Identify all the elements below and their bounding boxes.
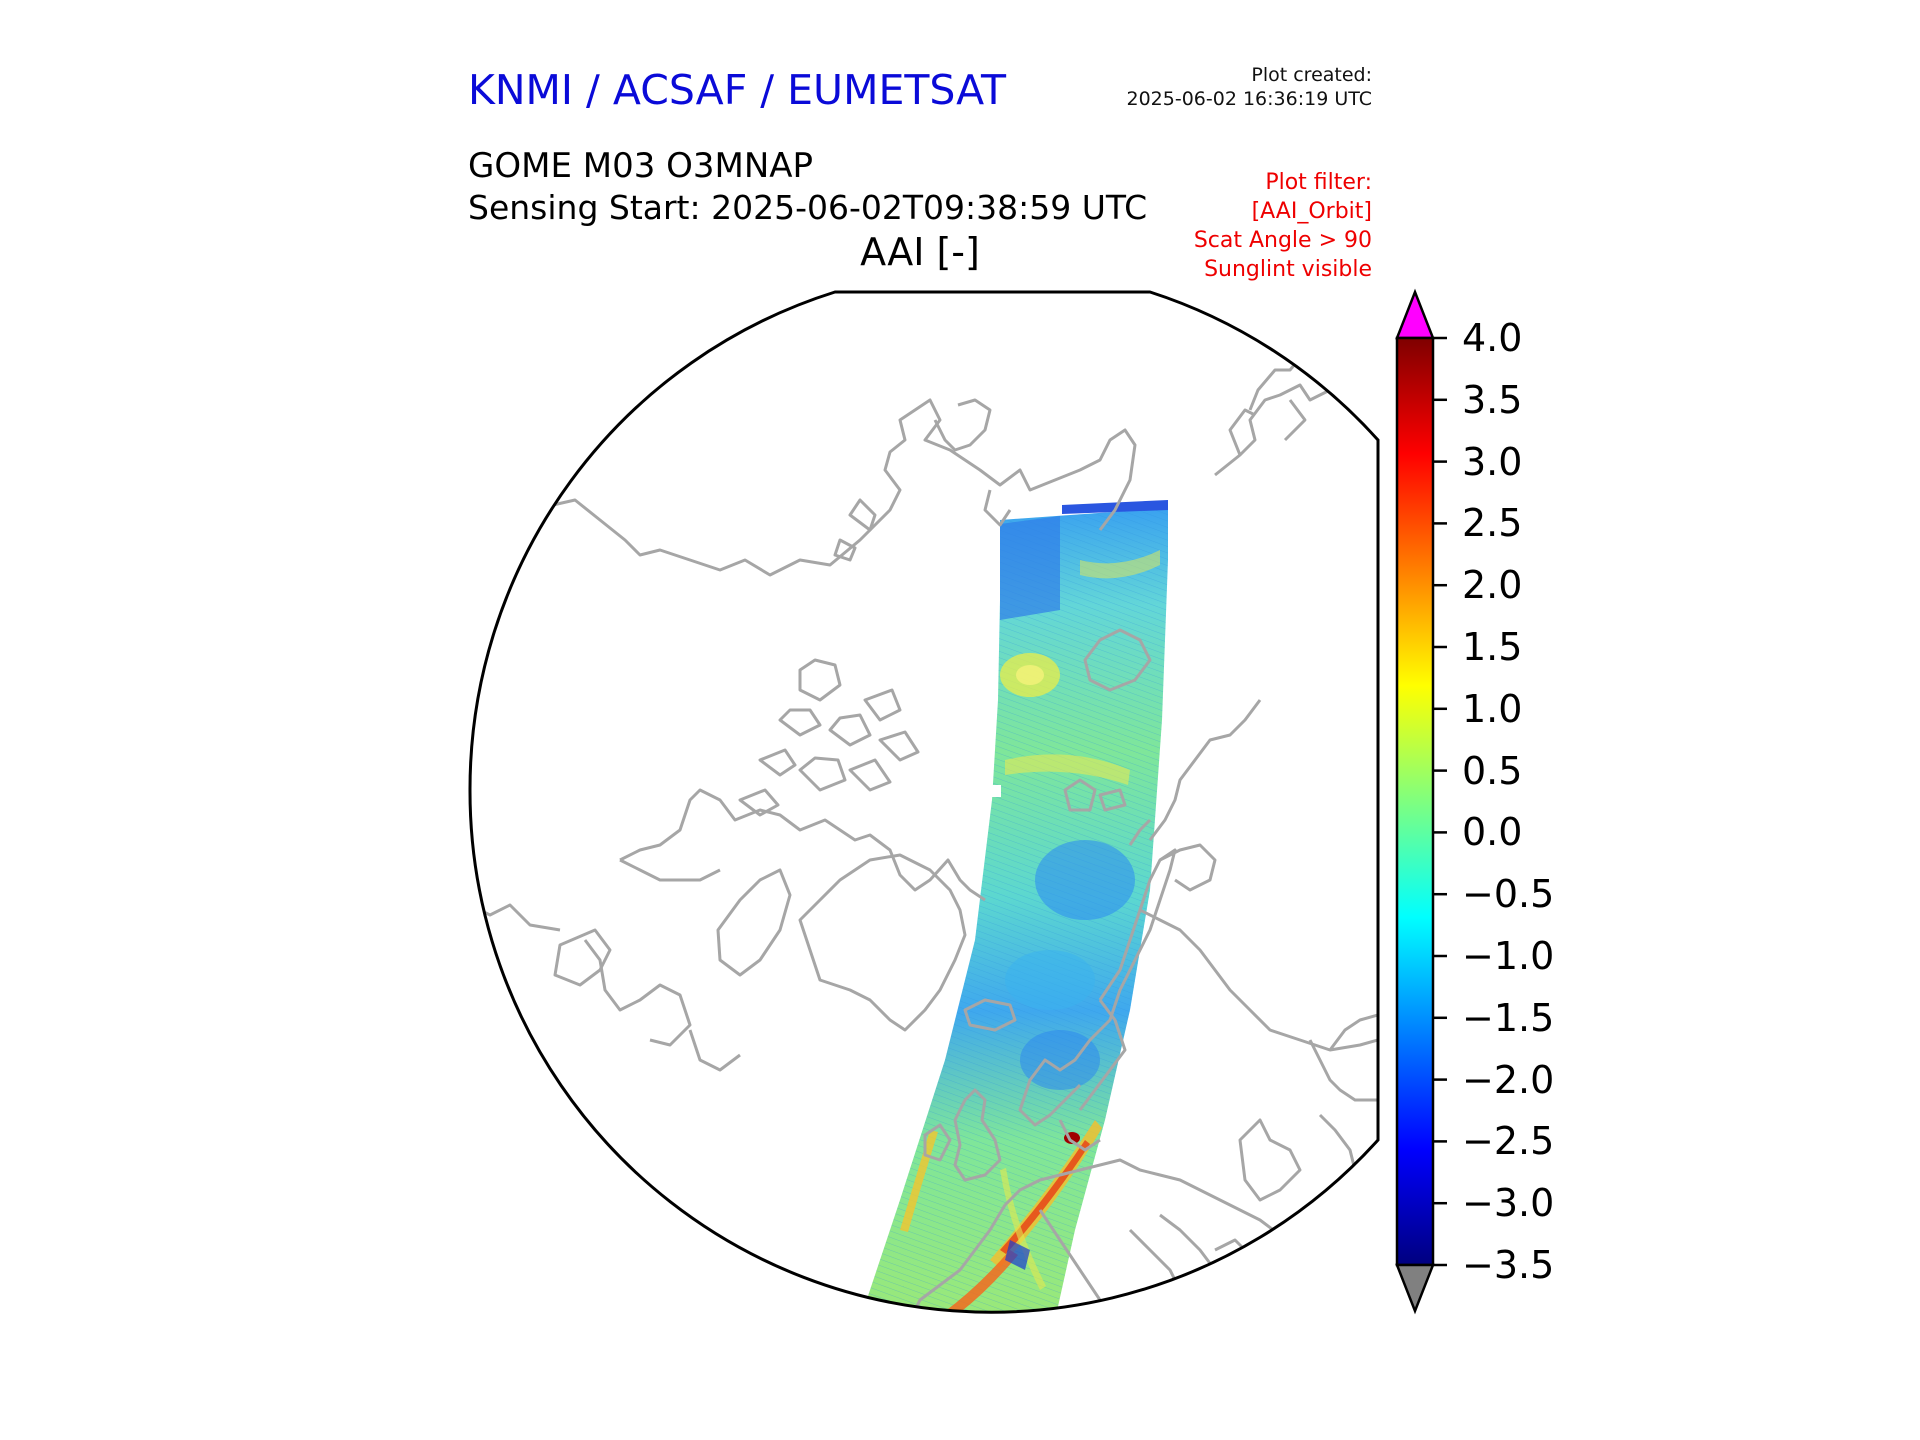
colorbar-tick-label: 1.5 [1462,625,1523,669]
colorbar-tick-label: 1.0 [1462,686,1523,731]
sensing-start: Sensing Start: 2025-06-02T09:38:59 UTC [468,188,1148,227]
variable-title: AAI [-] [860,230,980,274]
colorbar-tick-label: −1.5 [1462,995,1555,1040]
organization-title: KNMI / ACSAF / EUMETSAT [468,66,1007,114]
map-content [469,292,1378,1313]
plot-filter-line: Scat Angle > 90 [1193,228,1372,253]
colorbar-tick-label: −0.5 [1462,872,1555,917]
map-boundary [468,290,1380,1314]
satellite-swath [860,500,1168,1313]
colorbar-tick-label: −2.0 [1462,1057,1555,1102]
colorbar-tick-label: −1.0 [1462,934,1555,978]
colorbar-tick-label: −2.5 [1462,1119,1555,1164]
product-title: GOME M03 O3MNAP [468,146,814,186]
plot-filter-line: [AAI_Orbit] [1251,199,1372,224]
colorbar-tick-label: 4.0 [1462,316,1523,360]
colorbar-tick-label: 0.0 [1462,810,1523,855]
colorbar-under-arrow [1395,1263,1435,1315]
colorbar-tick-label: 2.5 [1462,501,1523,546]
plot-filter: Plot filter: [AAI_Orbit] Scat Angle > 90… [1100,168,1372,284]
colorbar-tick-label: −3.0 [1462,1181,1555,1226]
colorbar-tick-label: −3.5 [1462,1243,1555,1287]
colorbar-over-arrow [1395,288,1435,340]
colorbar [1395,288,1447,1315]
plot-filter-line: Plot filter: [1265,170,1372,195]
colorbar-tick-label: 0.5 [1462,748,1523,793]
colorbar-gradient [1395,336,1435,1267]
coastlines [469,298,1378,1313]
colorbar-tick-label: 3.5 [1462,377,1523,422]
plot-created-label: Plot created: [1251,64,1372,86]
colorbar-tick-label: 3.0 [1462,439,1523,484]
plot-filter-line: Sunglint visible [1204,257,1372,282]
plot-created-value: 2025-06-02 16:36:19 UTC [1126,88,1373,110]
colorbar-tick-label: 2.0 [1462,563,1523,608]
